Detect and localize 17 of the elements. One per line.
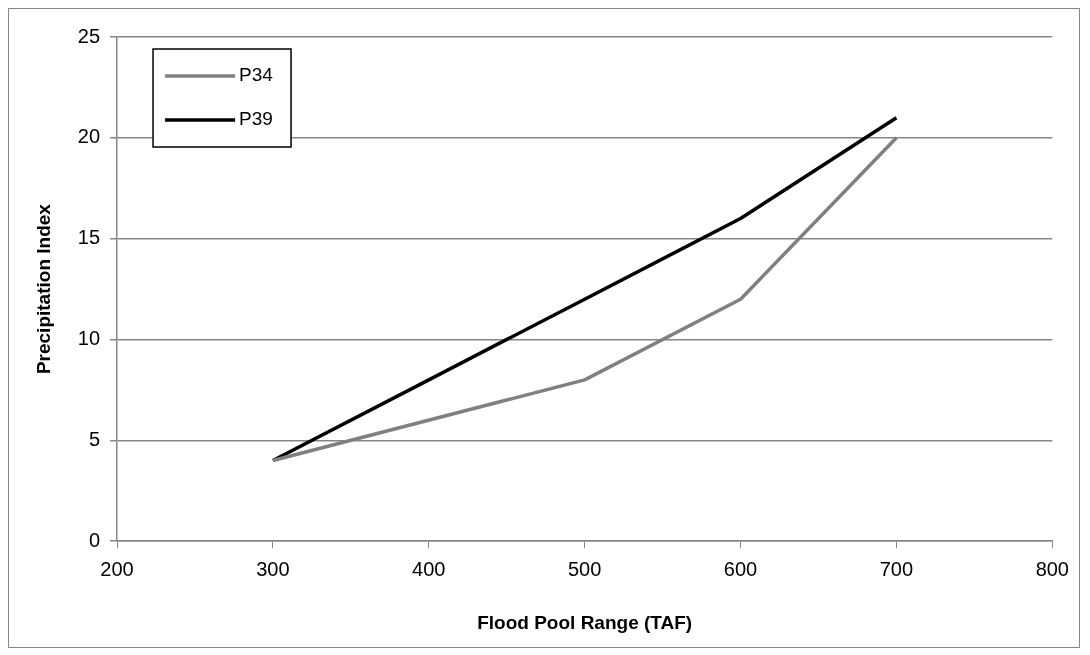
y-tick-label: 5: [88, 427, 101, 450]
x-tick-label: 400: [412, 557, 446, 580]
y-tick-label: 15: [77, 226, 101, 249]
x-tick-label: 700: [879, 557, 914, 580]
legend-label: P39: [239, 108, 273, 130]
x-axis-title: Flood Pool Range (TAF): [477, 611, 693, 633]
x-tick-label: 500: [567, 557, 602, 580]
y-tick-label: 0: [88, 528, 101, 551]
x-tick-label: 800: [1035, 557, 1069, 580]
x-tick-label: 600: [723, 557, 758, 580]
y-tick-label: 10: [77, 327, 101, 350]
y-tick-label: 25: [77, 24, 101, 47]
x-tick-label: 200: [100, 557, 134, 580]
x-tick-label: 300: [256, 557, 290, 580]
legend-label: P34: [239, 64, 274, 86]
y-tick-label: 20: [77, 125, 101, 148]
y-axis-title: Precipitation Index: [32, 203, 54, 375]
